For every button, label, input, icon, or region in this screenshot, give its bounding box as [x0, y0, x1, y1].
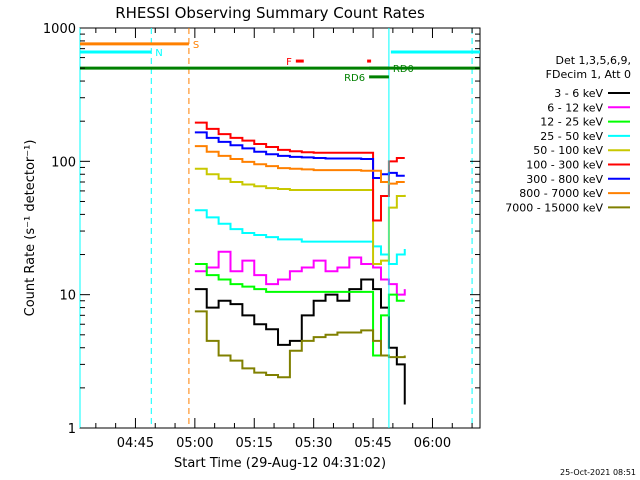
legend-label-7000-15000-kev: 7000 - 15000 keV — [505, 201, 603, 214]
series-6-12-kev — [194, 250, 406, 296]
y-axis-label: Count Rate (s⁻¹ detector⁻¹) — [23, 140, 38, 317]
y-tick-label: 100 — [51, 155, 76, 170]
flag-label-rd0: RD0 — [393, 64, 414, 75]
y-tick-label: 1 — [68, 422, 76, 437]
series-3-6-kev — [194, 278, 406, 405]
series-7000-15000-kev — [194, 310, 406, 379]
legend-label-25-50-kev: 25 - 50 keV — [540, 130, 603, 143]
chart-title: RHESSI Observing Summary Count Rates — [115, 4, 425, 22]
x-tick-label: 06:00 — [414, 436, 451, 451]
flag-layer: S N F RD0 RD6 — [80, 40, 480, 84]
series-12-25-kev — [194, 262, 405, 357]
legend-label-6-12-kev: 6 - 12 keV — [547, 101, 603, 114]
legend-label-300-800-kev: 300 - 800 keV — [526, 173, 603, 186]
footer-timestamp: 25-Oct-2021 08:51 — [560, 468, 636, 477]
series-layer — [194, 121, 406, 405]
x-axis-label: Start Time (29-Aug-12 04:31:02) — [174, 456, 386, 471]
plot-frame — [79, 27, 481, 429]
legend-label-100-300-kev: 100 - 300 keV — [526, 159, 603, 172]
series-100-300-kev — [194, 121, 405, 222]
legend-label-800-7000-kev: 800 - 7000 keV — [519, 187, 603, 200]
y-tick-label: 1000 — [43, 22, 76, 37]
flag-label-s: S — [193, 40, 199, 51]
flag-label-n: N — [155, 48, 162, 59]
series-25-50-kev — [194, 209, 406, 265]
x-tick-label: 04:45 — [117, 436, 154, 451]
x-tick-label: 05:45 — [354, 436, 391, 451]
legend-label-12-25-kev: 12 - 25 keV — [540, 116, 603, 129]
marker-layer — [79, 28, 473, 428]
series-800-7000-kev — [194, 145, 405, 185]
legend: Det 1,3,5,6,9,FDecim 1, Att 0 3 - 6 keV6 … — [505, 54, 631, 214]
x-tick-label: 05:30 — [295, 436, 332, 451]
legend-label-50-100-kev: 50 - 100 keV — [533, 144, 603, 157]
legend-label-3-6-kev: 3 - 6 keV — [554, 87, 603, 100]
legend-header-line: FDecim 1, Att 0 — [546, 68, 631, 81]
flag-label-f: F — [286, 57, 292, 68]
x-tick-label: 05:00 — [176, 436, 213, 451]
flag-label-rd6: RD6 — [344, 73, 365, 84]
y-tick-label: 10 — [59, 289, 76, 304]
legend-header-line: Det 1,3,5,6,9, — [555, 54, 631, 67]
x-tick-label: 05:15 — [236, 436, 273, 451]
axis-layer: 1 10 100 1000 04:45 05:00 05:15 05:30 05:45 06:00 — [43, 22, 480, 451]
series-50-100-kev — [194, 167, 406, 265]
